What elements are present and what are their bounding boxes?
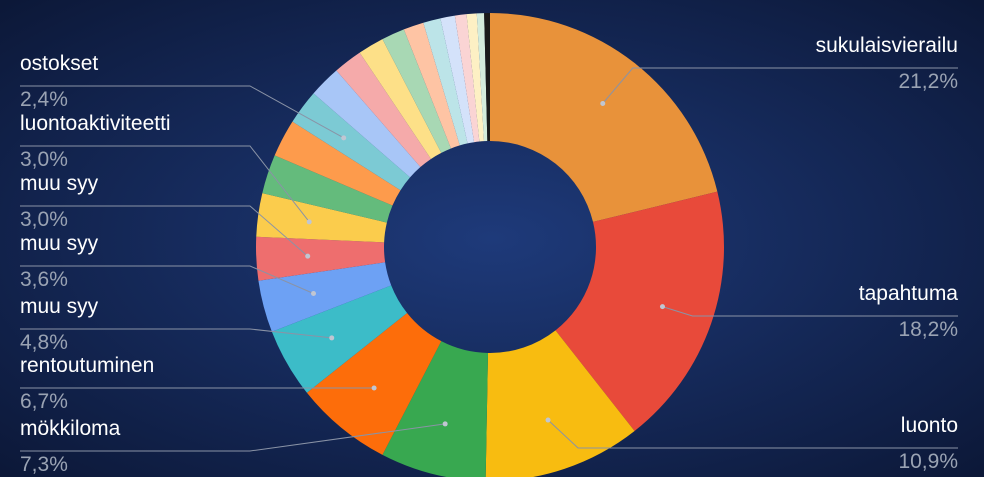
leader-line <box>662 306 958 317</box>
leader-dot <box>371 385 377 391</box>
donut-slice <box>454 14 480 143</box>
donut-slice <box>466 13 485 142</box>
slice-value: 3,0% <box>20 208 68 231</box>
slice-label: sukulaisvierailu <box>816 34 958 57</box>
slice-value: 7,3% <box>20 453 68 476</box>
leader-line <box>20 85 344 139</box>
leader-line <box>20 328 332 339</box>
slice-value: 21,2% <box>898 70 958 93</box>
slice-label: muu syy <box>20 232 99 255</box>
donut-slice <box>313 70 421 178</box>
donut-slice <box>256 193 387 243</box>
slice-label: luonto <box>901 414 958 437</box>
leader-dot <box>329 335 335 341</box>
donut-slice <box>262 155 393 223</box>
slice-value: 3,6% <box>20 268 68 291</box>
slice-label: rentoutuminen <box>20 354 154 377</box>
donut-slice <box>274 121 401 206</box>
leader-line <box>20 205 309 257</box>
donut-slice <box>490 13 718 222</box>
donut-slice <box>258 262 392 332</box>
donut-slice <box>382 341 489 477</box>
leader-dot <box>341 135 347 141</box>
slice-value: 2,4% <box>20 88 68 111</box>
donut-slice <box>306 313 442 455</box>
leader-dot <box>311 291 317 297</box>
slice-label: muu syy <box>20 295 99 318</box>
slice-label: muu syy <box>20 172 99 195</box>
slice-label: tapahtuma <box>859 282 959 305</box>
donut-slice <box>255 236 386 281</box>
donut-slice <box>423 18 468 146</box>
donut-slice <box>484 13 490 142</box>
leader-dot <box>600 100 606 106</box>
leader-dot <box>306 219 312 225</box>
slice-value: 4,8% <box>20 331 68 354</box>
leader-line <box>602 67 958 104</box>
donut-slice <box>292 93 411 191</box>
donut-slice <box>336 52 431 168</box>
slice-value: 3,0% <box>20 148 68 171</box>
donut-slice <box>359 39 442 159</box>
leader-line <box>20 423 446 452</box>
donut-slice <box>485 330 635 477</box>
slice-label: ostokset <box>20 52 98 75</box>
slice-value: 18,2% <box>898 318 958 341</box>
donut-slice <box>440 15 475 144</box>
donut-slice <box>271 285 408 393</box>
leader-dot <box>659 304 665 310</box>
donut-slice <box>403 22 460 149</box>
leader-line <box>20 145 310 223</box>
leader-dot <box>305 253 311 259</box>
leader-line <box>20 265 314 294</box>
leader-line <box>547 419 958 449</box>
donut-slice <box>555 191 724 431</box>
slice-value: 6,7% <box>20 390 68 413</box>
slice-value: 10,9% <box>898 450 958 473</box>
slice-label: luontoaktiviteetti <box>20 112 171 135</box>
donut-slice <box>476 13 488 142</box>
donut-slice <box>382 29 451 153</box>
leader-dot <box>442 421 448 427</box>
slice-label: mökkiloma <box>20 417 121 440</box>
leader-dot <box>545 417 551 423</box>
